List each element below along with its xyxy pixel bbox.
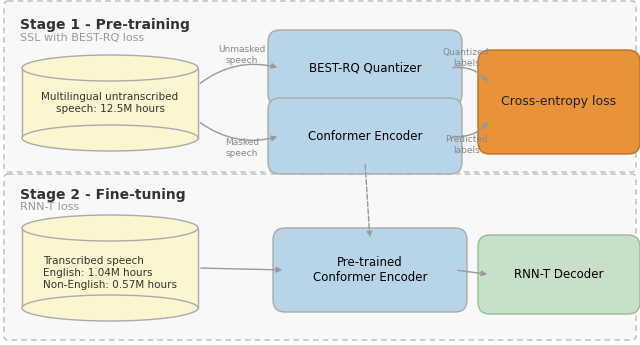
Text: Stage 1 - Pre-training: Stage 1 - Pre-training (20, 18, 190, 32)
Text: Predicted
labels: Predicted labels (445, 135, 488, 155)
Bar (22, 228, 198, 308)
Text: Pre-trained
Conformer Encoder: Pre-trained Conformer Encoder (313, 256, 428, 284)
FancyBboxPatch shape (4, 1, 636, 172)
Text: RNN-T loss: RNN-T loss (20, 202, 79, 212)
Text: Multilingual untranscribed
speech: 12.5M hours: Multilingual untranscribed speech: 12.5M… (42, 92, 179, 114)
Ellipse shape (22, 55, 198, 81)
Text: Transcribed speech
English: 1.04M hours
Non-English: 0.57M hours: Transcribed speech English: 1.04M hours … (43, 256, 177, 289)
FancyBboxPatch shape (478, 50, 640, 154)
Text: Quantized
labels: Quantized labels (443, 48, 489, 68)
Ellipse shape (22, 295, 198, 321)
FancyBboxPatch shape (273, 228, 467, 312)
Text: Unmasked
speech: Unmasked speech (218, 45, 266, 65)
FancyBboxPatch shape (4, 174, 636, 340)
Text: SSL with BEST-RQ loss: SSL with BEST-RQ loss (20, 33, 144, 43)
Text: RNN-T Decoder: RNN-T Decoder (515, 268, 604, 281)
FancyBboxPatch shape (268, 30, 462, 106)
Ellipse shape (22, 125, 198, 151)
Text: BEST-RQ Quantizer: BEST-RQ Quantizer (308, 61, 421, 75)
FancyBboxPatch shape (268, 98, 462, 174)
Ellipse shape (22, 215, 198, 241)
Text: Masked
speech: Masked speech (225, 138, 259, 158)
Text: Cross-entropy loss: Cross-entropy loss (501, 96, 616, 108)
FancyBboxPatch shape (478, 235, 640, 314)
Text: Stage 2 - Fine-tuning: Stage 2 - Fine-tuning (20, 188, 186, 202)
Text: Conformer Encoder: Conformer Encoder (308, 129, 422, 142)
Bar (22, 68, 198, 138)
